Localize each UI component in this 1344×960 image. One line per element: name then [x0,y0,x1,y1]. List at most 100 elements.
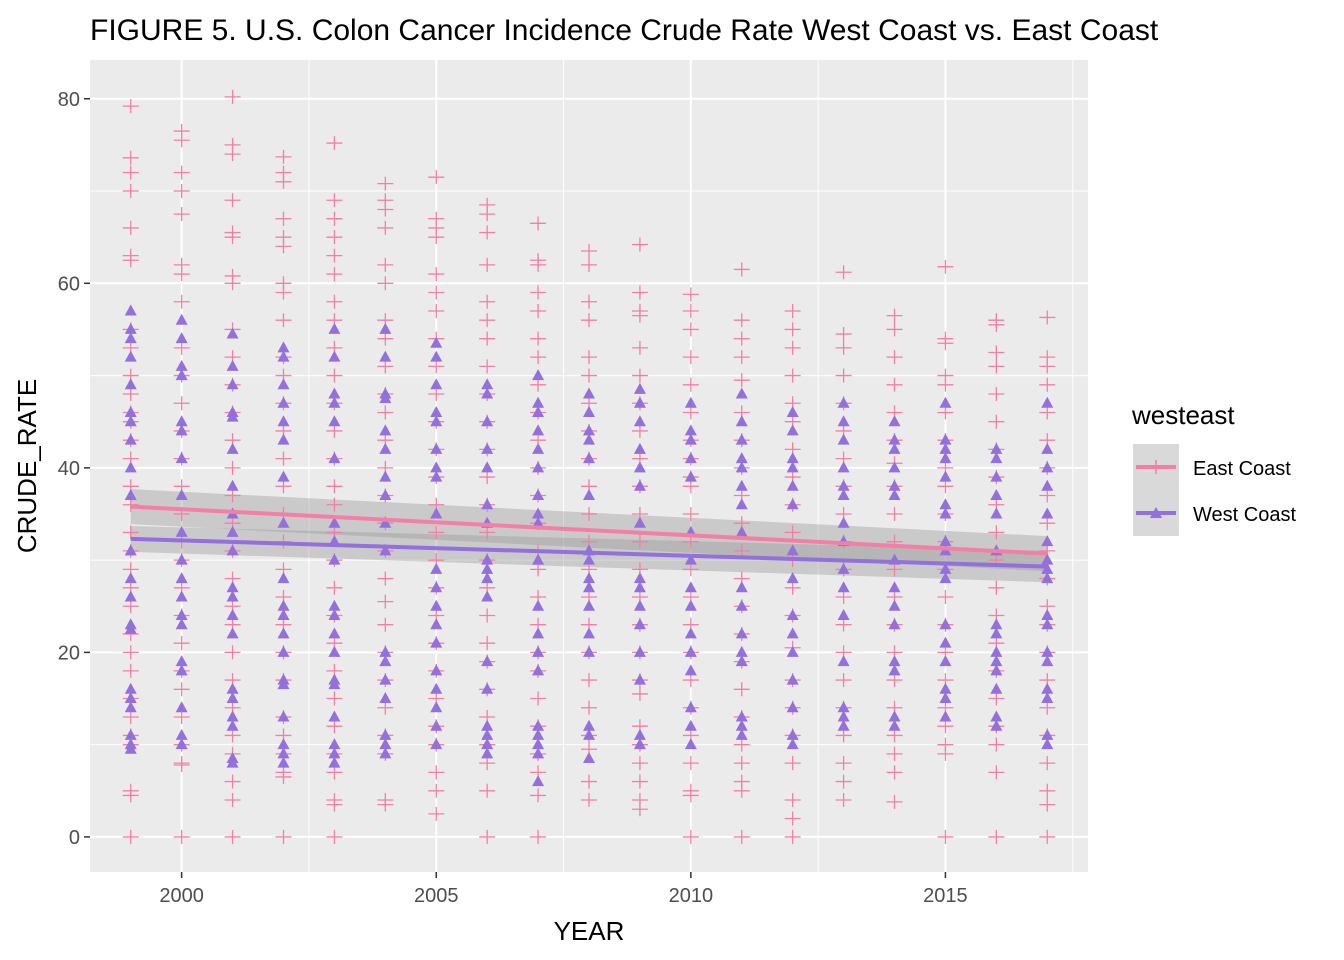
data-point-west-coast [583,581,595,593]
data-point-west-coast [481,682,494,694]
data-point-east-coast [988,387,1005,402]
data-point-west-coast [532,747,545,759]
data-point-west-coast [430,719,443,731]
data-point-west-coast [532,507,545,519]
data-point-west-coast [226,327,239,339]
legend-label-east-coast: East Coast [1193,458,1291,480]
data-point-east-coast [275,285,292,300]
data-point-east-coast [122,497,139,512]
data-point-west-coast [124,572,137,584]
data-point-east-coast [1039,829,1056,844]
data-point-west-coast [328,452,341,464]
legend-label-west-coast: West Coast [1193,504,1296,526]
data-point-west-coast [1041,562,1054,574]
data-point-west-coast [328,678,341,690]
data-point-east-coast [173,396,190,411]
data-point-west-coast [124,692,137,704]
data-point-east-coast [733,373,750,388]
data-point-west-coast [735,655,748,667]
data-point-west-coast [226,608,239,620]
data-point-west-coast [888,479,901,491]
data-point-east-coast [224,728,241,743]
data-point-east-coast [682,377,699,392]
data-point-east-coast [479,636,496,651]
data-point-east-coast [530,331,547,346]
data-point-east-coast [1039,516,1056,531]
data-point-west-coast [430,636,443,648]
data-point-west-coast [990,655,1003,667]
data-point-east-coast [428,806,445,821]
data-point-east-coast [886,765,903,780]
data-point-west-coast [684,424,697,436]
data-point-west-coast [379,728,392,740]
data-point-west-coast [226,719,239,731]
data-point-west-coast [532,369,545,381]
data-point-east-coast [428,359,445,374]
data-point-east-coast [530,377,547,392]
data-point-east-coast [275,239,292,254]
data-point-west-coast [786,479,799,491]
data-point-west-coast [328,747,341,759]
data-point-east-coast [733,829,750,844]
data-point-east-coast [275,211,292,226]
data-point-east-coast [326,497,343,512]
data-point-east-coast [784,322,801,337]
data-point-east-coast [326,829,343,844]
data-point-west-coast [939,442,952,454]
data-point-east-coast [275,174,292,189]
data-point-west-coast [786,673,799,685]
data-point-west-coast [124,350,137,362]
data-point-east-coast [122,253,139,268]
data-point-west-coast [481,415,494,427]
data-point-west-coast [277,396,290,408]
data-point-west-coast [430,350,443,362]
data-point-west-coast [939,692,952,704]
data-point-west-coast [583,489,595,501]
data-point-west-coast [735,710,748,722]
data-point-east-coast [428,267,445,282]
data-point-west-coast [379,392,392,404]
data-point-east-coast [479,207,496,222]
data-point-west-coast [379,692,392,704]
data-point-west-coast [124,332,137,344]
data-point-west-coast [328,553,341,565]
data-point-east-coast [835,265,852,280]
data-point-west-coast [532,396,545,408]
data-point-west-coast [226,590,239,602]
data-point-west-coast [379,747,392,759]
data-point-west-coast [786,498,799,510]
data-point-east-coast [377,202,394,217]
data-point-east-coast [479,225,496,240]
data-point-west-coast [277,470,290,482]
y-tick-label: 40 [58,458,80,480]
data-point-west-coast [226,544,239,556]
data-point-east-coast [937,746,954,761]
data-point-west-coast [837,396,850,408]
data-point-west-coast [481,719,494,731]
data-point-east-coast [326,230,343,245]
data-point-west-coast [1041,396,1054,408]
data-point-east-coast [682,756,699,771]
plot-panel [90,60,1088,872]
data-point-east-coast [682,829,699,844]
data-point-west-coast [939,452,952,464]
data-point-east-coast [173,267,190,282]
data-point-east-coast [377,700,394,715]
data-point-east-coast [631,423,648,438]
data-point-east-coast [784,756,801,771]
data-point-west-coast [175,415,188,427]
data-point-west-coast [1041,461,1054,473]
data-point-east-coast [1039,377,1056,392]
data-point-west-coast [684,433,697,445]
data-point-west-coast [786,461,799,473]
data-point-west-coast [684,581,697,593]
data-point-west-coast [175,359,188,371]
data-point-west-coast [888,461,901,473]
data-point-west-coast [328,387,341,399]
data-point-west-coast [226,756,239,768]
data-point-east-coast [224,230,241,245]
data-point-west-coast [837,581,850,593]
data-point-east-coast [479,359,496,374]
data-point-west-coast [379,544,392,556]
data-point-east-coast [224,829,241,844]
